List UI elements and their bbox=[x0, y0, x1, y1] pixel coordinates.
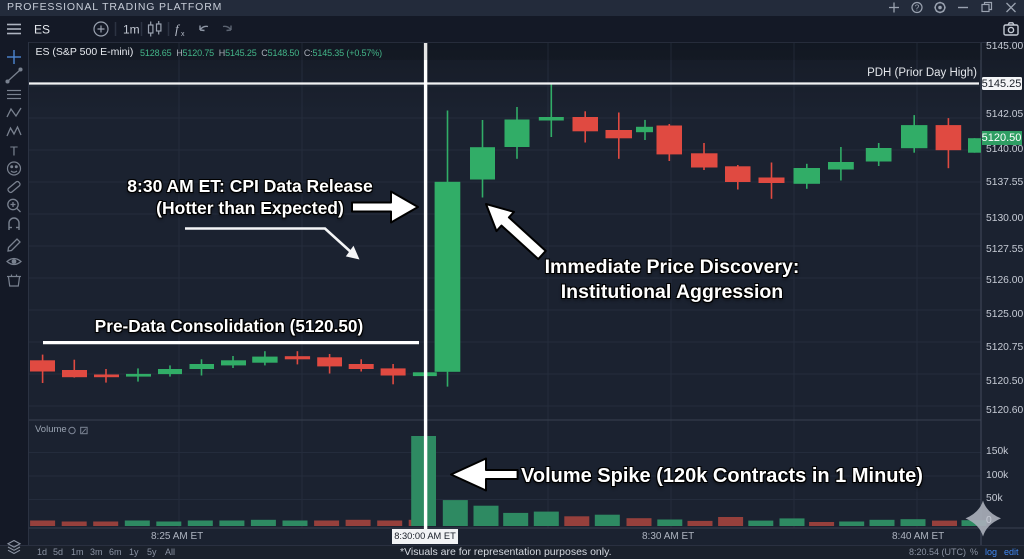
svg-text:?: ? bbox=[915, 3, 920, 13]
svg-text:f: f bbox=[175, 22, 181, 37]
svg-text:T: T bbox=[10, 144, 18, 159]
svg-text:ES: ES bbox=[34, 23, 50, 37]
svg-text:x: x bbox=[181, 31, 185, 38]
svg-text:1m: 1m bbox=[123, 23, 140, 37]
